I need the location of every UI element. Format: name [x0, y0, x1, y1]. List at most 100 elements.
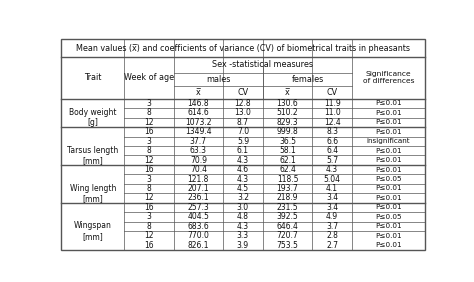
Text: 12: 12 — [144, 231, 154, 240]
Text: 13.0: 13.0 — [235, 109, 251, 117]
Text: 826.1: 826.1 — [188, 241, 209, 250]
Text: P≤0.01: P≤0.01 — [375, 233, 401, 239]
Text: P≤0.01: P≤0.01 — [375, 186, 401, 191]
Text: P≤0.01: P≤0.01 — [375, 204, 401, 210]
Text: Week of age: Week of age — [124, 73, 174, 82]
Text: Trait: Trait — [84, 73, 101, 82]
Text: CV: CV — [327, 88, 337, 97]
Text: 12.4: 12.4 — [324, 118, 340, 127]
Text: 4.5: 4.5 — [237, 184, 249, 193]
Text: 1073.2: 1073.2 — [185, 118, 211, 127]
Text: 510.2: 510.2 — [277, 109, 298, 117]
Text: Body weight
[g]: Body weight [g] — [69, 108, 117, 127]
Text: 236.1: 236.1 — [188, 193, 209, 202]
Text: 58.1: 58.1 — [279, 146, 296, 155]
Text: 146.8: 146.8 — [188, 99, 209, 108]
Text: 12: 12 — [144, 156, 154, 165]
Text: P≤0.01: P≤0.01 — [375, 157, 401, 163]
Text: P≤0.01: P≤0.01 — [375, 119, 401, 125]
Text: 5.9: 5.9 — [237, 137, 249, 146]
Text: 70.9: 70.9 — [190, 156, 207, 165]
Text: Wing length
[mm]: Wing length [mm] — [70, 184, 116, 203]
Text: 6.4: 6.4 — [326, 146, 338, 155]
Text: 3: 3 — [146, 99, 152, 108]
Text: 3: 3 — [146, 212, 152, 221]
Text: 4.3: 4.3 — [237, 175, 249, 184]
Text: males: males — [206, 75, 230, 84]
Text: 207.1: 207.1 — [188, 184, 209, 193]
Text: 4.1: 4.1 — [326, 184, 338, 193]
Text: 8.7: 8.7 — [237, 118, 249, 127]
Text: 683.6: 683.6 — [188, 222, 209, 231]
Text: 8: 8 — [146, 146, 152, 155]
Text: 4.3: 4.3 — [237, 222, 249, 231]
Text: Wingspan
[mm]: Wingspan [mm] — [74, 221, 112, 241]
Text: Mean values (x̅) and coefficients of variance (CV) of biometrical traits in phea: Mean values (x̅) and coefficients of var… — [76, 44, 410, 53]
Text: 2.7: 2.7 — [326, 241, 338, 250]
Text: P≤0.01: P≤0.01 — [375, 223, 401, 229]
Text: 12.8: 12.8 — [235, 99, 251, 108]
Text: 257.3: 257.3 — [188, 203, 209, 212]
Text: 720.7: 720.7 — [277, 231, 298, 240]
Text: CV: CV — [237, 88, 248, 97]
Text: 1349.4: 1349.4 — [185, 127, 212, 136]
Text: 62.1: 62.1 — [279, 156, 296, 165]
Text: 130.6: 130.6 — [277, 99, 298, 108]
Text: 193.7: 193.7 — [277, 184, 298, 193]
Text: 11.0: 11.0 — [324, 109, 340, 117]
Text: P≤0.05: P≤0.05 — [375, 176, 401, 182]
Text: Sex -statistical measures: Sex -statistical measures — [212, 60, 313, 69]
Text: 11.9: 11.9 — [324, 99, 340, 108]
Text: 392.5: 392.5 — [277, 212, 298, 221]
Text: 4.3: 4.3 — [237, 156, 249, 165]
Text: 6.6: 6.6 — [326, 137, 338, 146]
Text: 37.7: 37.7 — [190, 137, 207, 146]
Text: 770.0: 770.0 — [187, 231, 210, 240]
Text: 999.8: 999.8 — [277, 127, 298, 136]
Text: P≤0.01: P≤0.01 — [375, 195, 401, 201]
Text: Tarsus length
[mm]: Tarsus length [mm] — [67, 146, 118, 165]
Text: 3.7: 3.7 — [326, 222, 338, 231]
Text: 829.3: 829.3 — [277, 118, 298, 127]
Text: 3: 3 — [146, 175, 152, 184]
Text: Significance
of differences: Significance of differences — [363, 71, 414, 84]
Text: 4.9: 4.9 — [326, 212, 338, 221]
Text: 62.4: 62.4 — [279, 165, 296, 174]
Text: 231.5: 231.5 — [277, 203, 298, 212]
Text: 3.2: 3.2 — [237, 193, 249, 202]
Text: 70.4: 70.4 — [190, 165, 207, 174]
Text: 3.4: 3.4 — [326, 203, 338, 212]
Text: P≤0.01: P≤0.01 — [375, 148, 401, 154]
Text: P≤0.01: P≤0.01 — [375, 129, 401, 135]
Text: females: females — [292, 75, 324, 84]
Text: 8: 8 — [146, 222, 152, 231]
Text: insignificant: insignificant — [366, 138, 410, 144]
Text: 4.3: 4.3 — [326, 165, 338, 174]
Text: P≤0.05: P≤0.05 — [375, 214, 401, 220]
Text: 6.1: 6.1 — [237, 146, 249, 155]
Text: x̅: x̅ — [285, 88, 290, 97]
Text: 8.3: 8.3 — [326, 127, 338, 136]
Text: 16: 16 — [144, 203, 154, 212]
Text: 16: 16 — [144, 165, 154, 174]
Text: P≤0.01: P≤0.01 — [375, 167, 401, 173]
Text: 614.6: 614.6 — [188, 109, 209, 117]
Text: 5.7: 5.7 — [326, 156, 338, 165]
Text: 3: 3 — [146, 137, 152, 146]
Text: 36.5: 36.5 — [279, 137, 296, 146]
Text: P≤0.01: P≤0.01 — [375, 110, 401, 116]
Text: 7.0: 7.0 — [237, 127, 249, 136]
Text: 3.0: 3.0 — [237, 203, 249, 212]
Text: 404.5: 404.5 — [187, 212, 210, 221]
Text: 3.9: 3.9 — [237, 241, 249, 250]
Text: 3.4: 3.4 — [326, 193, 338, 202]
Text: 753.5: 753.5 — [276, 241, 299, 250]
Text: 3.3: 3.3 — [237, 231, 249, 240]
Text: 16: 16 — [144, 127, 154, 136]
Text: 4.6: 4.6 — [237, 165, 249, 174]
Text: 12: 12 — [144, 193, 154, 202]
Text: 2.8: 2.8 — [326, 231, 338, 240]
Text: 4.8: 4.8 — [237, 212, 249, 221]
Text: P≤0.01: P≤0.01 — [375, 100, 401, 107]
Text: 218.9: 218.9 — [277, 193, 298, 202]
